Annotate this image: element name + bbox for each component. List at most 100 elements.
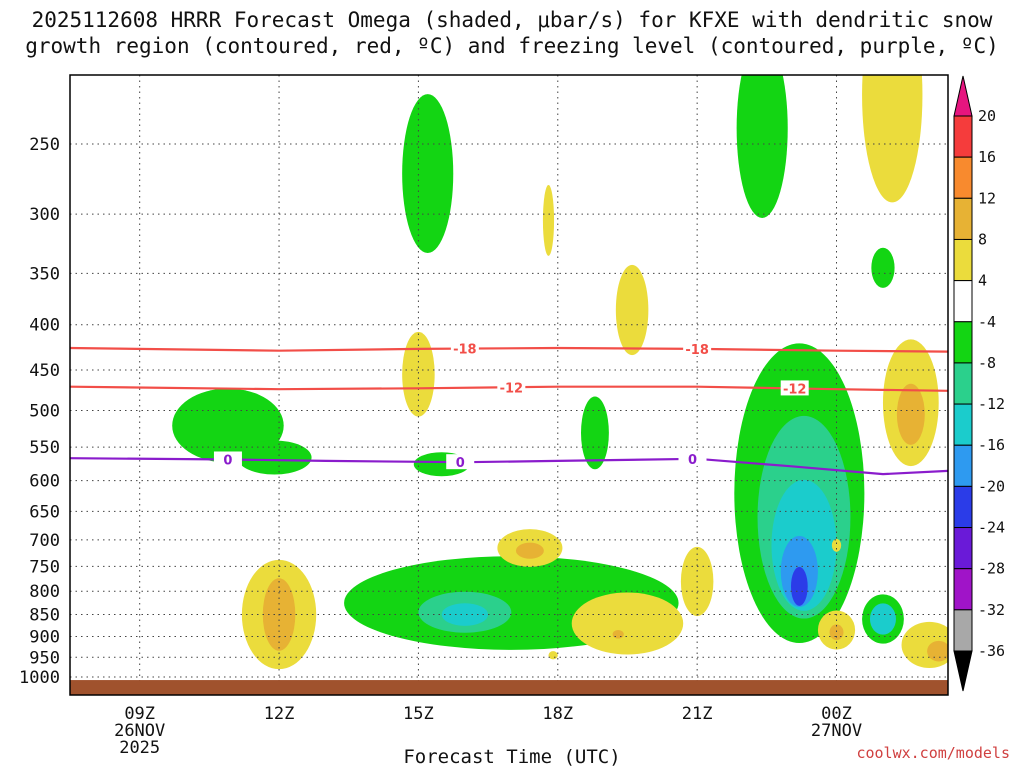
colorbar-label-16: 16 [978,148,996,166]
colorbar-label-20: 20 [978,107,996,125]
contour-label-bg [683,340,712,356]
y-tick-label-600: 600 [29,472,60,492]
omega-region-20 [441,603,489,626]
credit-link[interactable]: coolwx.com/models [856,744,1010,762]
y-tick-label-250: 250 [29,135,60,155]
y-axis-ticks: 2503003504004505005506006507007508008509… [19,135,60,688]
contour-label-bg [780,380,809,396]
contour-label-m12-0: -12 [500,381,524,396]
omega-region-29 [829,624,844,640]
y-tick-label-800: 800 [29,582,60,602]
contour-label-m18-1: -18 [685,343,709,358]
contour-label-0-1: 0 [456,456,465,471]
contour-label-bg [450,340,479,356]
omega-region-35 [831,538,842,552]
contour-label-bg [497,379,526,395]
y-tick-label-550: 550 [29,438,60,458]
omega-region-32 [901,621,948,668]
y-tick-label-650: 650 [29,502,60,522]
y-tick-label-950: 950 [29,648,60,668]
colorbar-swatch-6 [953,362,973,405]
x-tick-sublabel-27NOV: 27NOV [811,721,862,741]
colorbar-swatch-2 [953,197,973,240]
contour-line-0 [70,457,948,476]
colorbar-label-12: 12 [978,189,996,207]
colorbar-bottom-arrow [953,650,973,692]
colorbar-swatch-5 [953,321,973,364]
y-tick-label-850: 850 [29,606,60,626]
y-tick-label-350: 350 [29,264,60,284]
x-axis-label: Forecast Time (UTC) [403,746,621,768]
contour-lines: -18 -18 -12 -12 0 0 0 [70,340,948,476]
omega-region-33 [927,640,948,662]
contour-line-m12 [70,385,948,392]
colorbar-label-4: 4 [978,272,987,290]
colorbar-swatch-11 [953,568,973,611]
colorbar-label-8: 8 [978,230,987,248]
omega-region-12 [896,383,925,445]
omega-region-4 [871,247,895,288]
plot-frame [69,74,949,696]
x-tick-label-12Z: 12Z [264,704,295,724]
colorbar-swatch-0 [953,115,973,158]
colorbar-swatch-8 [953,444,973,487]
colorbar-swatch-12 [953,609,973,652]
x-tick-sublabel-26NOV: 26NOV [114,721,165,741]
omega-region-5 [615,264,649,356]
contour-label-m12-1: -12 [783,382,807,397]
y-tick-label-300: 300 [29,205,60,225]
y-tick-label-750: 750 [29,557,60,577]
omega-region-2 [736,75,788,218]
omega-region-25 [571,592,684,655]
colorbar-label-m36: -36 [978,642,1005,660]
chart-title-line2: growth region (contoured, red, ºC) and f… [25,34,999,58]
x-tick-year-2025: 2025 [119,738,160,758]
omega-region-6 [402,331,435,417]
omega-region-1 [542,185,555,256]
contour-label-bg [446,454,475,470]
colorbar-label-m8: -8 [978,354,996,372]
colorbar-label-m24: -24 [978,519,1005,537]
chart-title-line1: 2025112608 HRRR Forecast Omega (shaded, … [31,8,993,32]
y-tick-label-400: 400 [29,316,60,336]
colorbar-swatch-4 [953,280,973,323]
contour-label-m18-0: -18 [453,343,477,358]
colorbar-label-m12: -12 [978,395,1005,413]
x-tick-label-00Z: 00Z [821,704,852,724]
colorbar-swatch-7 [953,403,973,446]
colorbar-swatch-10 [953,527,973,570]
omega-region-26 [612,630,624,639]
omega-shaded-regions [172,75,948,670]
y-tick-label-700: 700 [29,531,60,551]
colorbar: 20 16 12 8 4 -4 -8 -12 -16 -20 -24 -28 -32 -36 [953,75,1005,692]
x-tick-label-18Z: 18Z [542,704,573,724]
contour-line-m18 [70,346,948,353]
contour-label-bg [678,450,707,466]
colorbar-label-m28: -28 [978,560,1005,578]
contour-label-0-0: 0 [223,453,232,468]
colorbar-label-m4: -4 [978,313,996,331]
colorbar-label-m16: -16 [978,436,1005,454]
omega-region-34 [548,651,558,660]
y-tick-label-450: 450 [29,361,60,381]
omega-region-31 [869,603,896,635]
terrain-band [70,680,948,695]
colorbar-label-m20: -20 [978,477,1005,495]
colorbar-top-arrow [953,75,973,117]
omega-region-17 [790,566,808,606]
colorbar-swatch-3 [953,238,973,282]
omega-region-22 [515,542,544,559]
x-tick-label-15Z: 15Z [403,704,434,724]
y-tick-label-900: 900 [29,627,60,647]
grid-lines [70,75,948,695]
omega-region-10 [581,396,609,470]
x-tick-label-21Z: 21Z [682,704,713,724]
contour-label-bg [213,451,242,467]
x-tick-label-09Z: 09Z [124,704,155,724]
colorbar-swatch-9 [953,485,973,529]
y-tick-label-500: 500 [29,402,60,422]
colorbar-label-m32: -32 [978,601,1005,619]
omega-region-8 [237,440,312,475]
